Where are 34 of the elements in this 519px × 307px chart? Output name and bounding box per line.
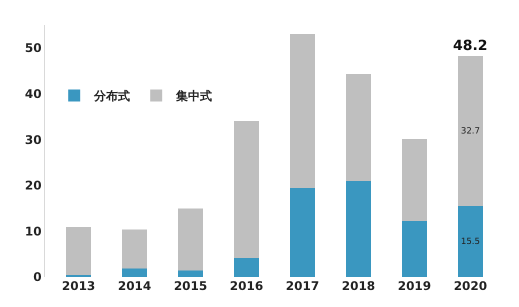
bar [290,188,316,277]
x-tick-label: 2019 [398,279,432,293]
x-tick-label: 2014 [118,279,152,293]
bar [346,181,372,277]
bar [402,221,428,277]
y-tick-label: 30 [24,132,42,147]
data-label: 32.7 [460,126,480,136]
legend-label: 分布式 [93,89,130,104]
x-tick-label: 2018 [342,279,376,293]
bar [66,227,92,276]
y-tick-label: 50 [24,41,42,56]
bar [122,229,148,268]
data-label: 15.5 [460,236,480,247]
y-tick-label: 0 [33,270,42,284]
x-tick-label: 2013 [62,279,96,293]
bar [458,56,484,206]
x-tick-label: 2020 [454,279,488,293]
bar [178,270,204,277]
bar [178,208,204,271]
total-label: 48.2 [453,38,488,54]
x-tick-label: 2016 [230,279,264,293]
bar [234,258,260,277]
y-tick-label: 10 [24,224,42,238]
legend-label: 集中式 [175,89,212,104]
bar [402,139,428,222]
y-tick-label: 40 [24,86,42,101]
bar [290,34,316,188]
bar [346,74,372,182]
bar [122,268,148,277]
y-tick-label: 20 [24,178,42,193]
x-tick-label: 2017 [286,279,320,293]
bar [234,121,260,258]
x-tick-label: 2015 [174,279,208,293]
bar [458,206,484,277]
